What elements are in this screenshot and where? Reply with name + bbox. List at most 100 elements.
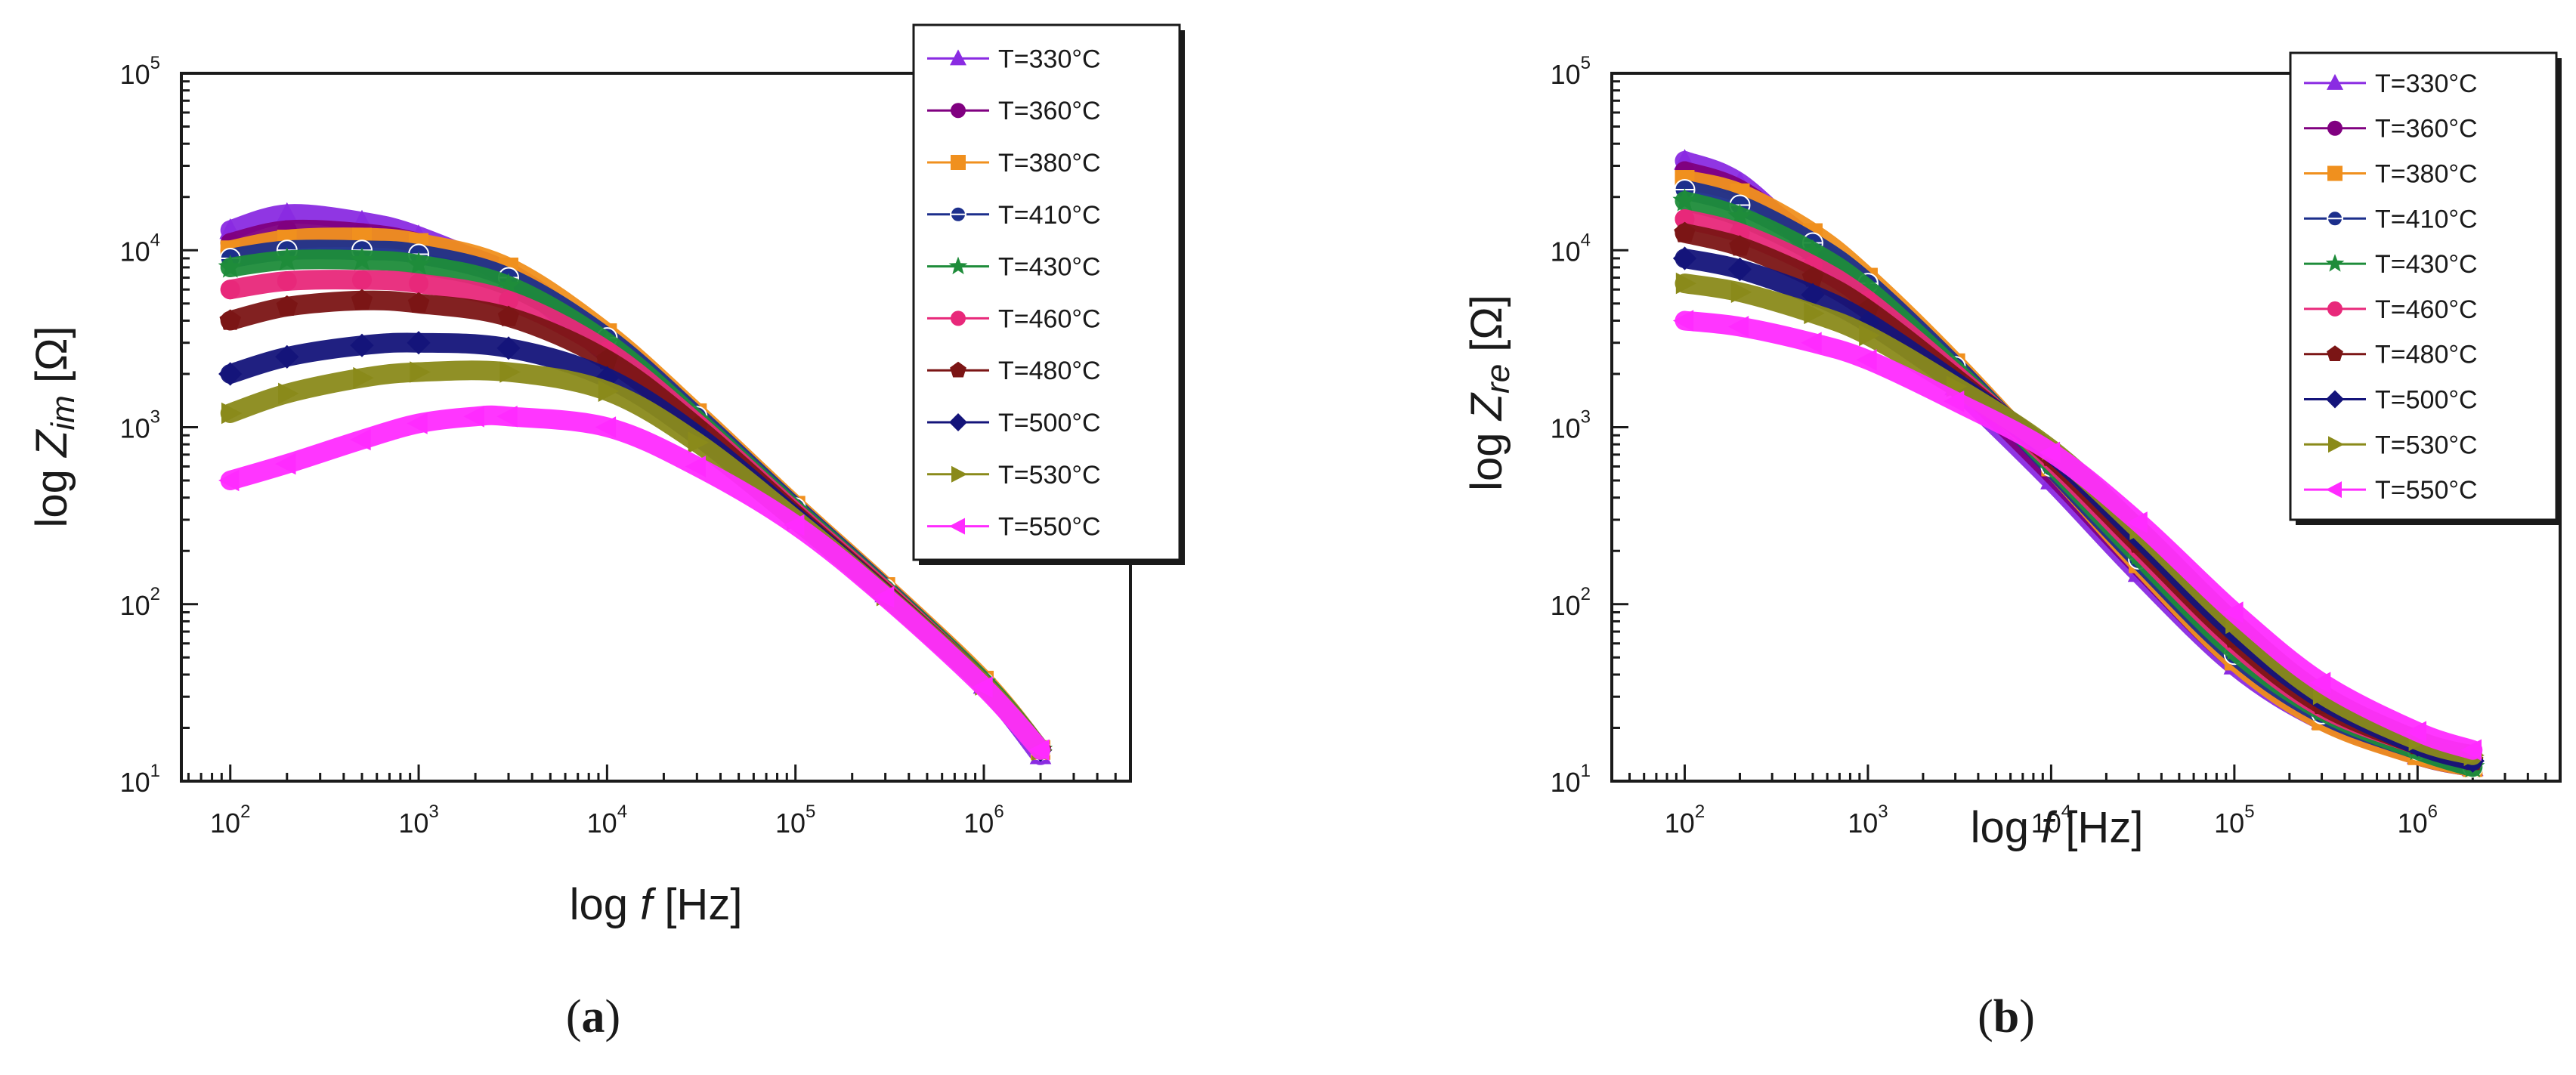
- legend-marker: [2325, 254, 2345, 272]
- data-point: [218, 362, 243, 386]
- y-axis-label-variable: Z: [27, 428, 76, 459]
- legend-marker: [949, 517, 965, 535]
- data-point: [1729, 235, 1751, 256]
- x-tick-label: 105: [775, 802, 815, 839]
- legend-label: T=380°C: [998, 149, 1101, 178]
- x-tick-exponent: 5: [2244, 802, 2254, 822]
- y-tick-exponent: 1: [1581, 761, 1591, 781]
- data-point: [496, 273, 521, 296]
- data-point: [1727, 257, 1752, 282]
- y-tick-exponent: 3: [1581, 407, 1591, 428]
- data-point: [350, 333, 374, 357]
- x-axis-label-prefix: log: [570, 880, 641, 929]
- data-point: [2460, 739, 2482, 761]
- data-point: [407, 292, 430, 313]
- y-tick-label: 103: [1551, 407, 1591, 444]
- x-tick-exponent: 2: [240, 802, 250, 822]
- data-point: [1801, 266, 1824, 287]
- legend-marker: [948, 256, 968, 275]
- x-tick-base: 10: [398, 808, 428, 839]
- y-tick-label: 101: [120, 761, 160, 798]
- data-point: [496, 336, 521, 360]
- x-tick-label: 106: [2398, 802, 2438, 839]
- x-axis-label-prefix: log: [1971, 803, 2042, 852]
- x-tick-exponent: 5: [806, 802, 815, 822]
- legend-label: T=550°C: [2375, 476, 2478, 505]
- y-axis-label-subscript: im: [45, 395, 82, 430]
- y-tick-base: 10: [120, 59, 150, 90]
- x-tick-base: 10: [587, 808, 617, 839]
- data-point: [1859, 324, 1880, 347]
- legend-label: T=430°C: [2375, 250, 2478, 279]
- data-point: [1672, 310, 1694, 332]
- x-tick-base: 10: [2031, 808, 2061, 839]
- legend-label: T=500°C: [998, 409, 1101, 437]
- x-tick-base: 10: [2398, 808, 2428, 839]
- y-tick-label: 101: [1551, 761, 1591, 798]
- data-point: [1727, 316, 1749, 338]
- legend-label: T=330°C: [2375, 70, 2478, 98]
- legend-item: T=330°C: [927, 45, 1101, 73]
- legend-label: T=480°C: [998, 357, 1101, 385]
- legend-marker: [951, 465, 967, 483]
- data-point: [1675, 209, 1695, 230]
- legend: T=330°C T=360°C T=380°C T=410°C T=430°C T=460…: [912, 23, 1185, 565]
- data-point: [351, 270, 372, 290]
- data-point: [407, 412, 428, 434]
- data-point: [1801, 283, 1825, 307]
- series-9: [218, 405, 1050, 761]
- y-tick-label: 104: [120, 230, 160, 267]
- data-point: [2039, 441, 2061, 464]
- y-tick-label: 105: [120, 53, 160, 90]
- x-axis-label: log f [Hz]: [570, 880, 743, 929]
- data-point: [277, 270, 297, 291]
- y-tick-exponent: 5: [1581, 53, 1591, 73]
- data-point: [276, 202, 298, 224]
- data-point: [1801, 332, 1822, 354]
- data-point: [349, 247, 375, 270]
- x-axis-label-unit: [Hz]: [652, 880, 742, 929]
- data-point: [2405, 721, 2426, 743]
- legend-item: T=460°C: [927, 304, 1101, 333]
- data-point: [2310, 672, 2331, 693]
- y-axis-label-prefix: log: [1462, 420, 1511, 491]
- legend-label: T=410°C: [2375, 205, 2478, 233]
- x-tick-base: 10: [775, 808, 806, 839]
- data-point: [499, 361, 521, 383]
- y-tick-base: 10: [1551, 59, 1581, 90]
- panel-caption: (b): [1978, 991, 2035, 1043]
- series-9: [1672, 310, 2483, 761]
- x-tick-label: 104: [587, 802, 627, 839]
- legend-item: T=480°C: [2304, 341, 2478, 369]
- y-tick-base: 10: [120, 590, 150, 621]
- data-point: [1672, 188, 1697, 212]
- data-point: [1730, 281, 1752, 303]
- legend-label: T=530°C: [2375, 431, 2478, 459]
- y-tick-exponent: 3: [150, 407, 160, 428]
- y-tick-base: 10: [120, 236, 150, 267]
- legend-label: T=430°C: [998, 253, 1101, 282]
- legend-label: T=410°C: [998, 201, 1101, 230]
- legend-item: T=410°C: [2304, 205, 2478, 233]
- x-tick-exponent: 4: [2061, 802, 2071, 822]
- data-point: [598, 380, 619, 402]
- y-tick-base: 10: [1551, 236, 1581, 267]
- caption-close-paren: ): [2019, 991, 2035, 1043]
- legend-item: T=380°C: [927, 149, 1101, 178]
- data-point: [1804, 302, 1825, 325]
- series-group: [1672, 149, 2485, 778]
- y-tick-base: 10: [1551, 413, 1581, 444]
- x-tick-exponent: 3: [1878, 802, 1888, 822]
- legend-label: T=360°C: [998, 97, 1101, 125]
- caption-open-paren: (: [566, 991, 582, 1043]
- caption-close-paren: ): [605, 991, 621, 1043]
- data-point: [972, 676, 993, 698]
- legend-label: T=380°C: [2375, 160, 2478, 189]
- x-tick-exponent: 2: [1695, 802, 1705, 822]
- legend-marker: [2326, 481, 2342, 499]
- legend-marker: [951, 103, 966, 119]
- y-axis-label-unit: [Ω]: [1462, 295, 1511, 364]
- y-tick-label: 103: [120, 407, 160, 444]
- data-point: [688, 431, 709, 453]
